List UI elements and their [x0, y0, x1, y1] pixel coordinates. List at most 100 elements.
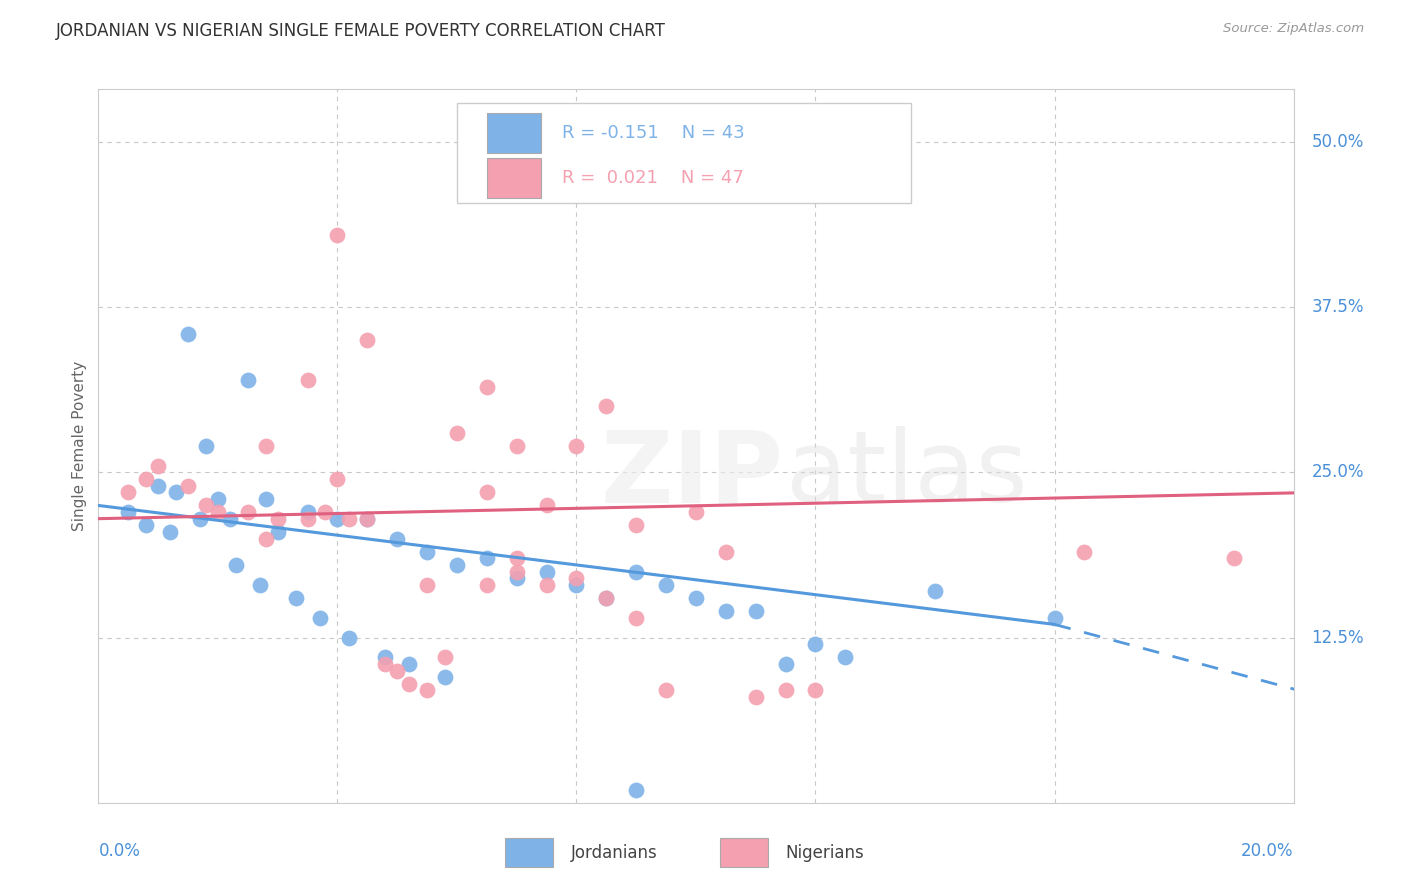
Point: [374, 650, 396, 665]
Point: [536, 565, 558, 579]
Point: [339, 631, 360, 645]
Text: Nigerians: Nigerians: [786, 844, 865, 862]
Point: [745, 690, 768, 704]
Point: [624, 518, 647, 533]
Point: [475, 485, 498, 500]
Point: [655, 683, 678, 698]
Text: 50.0%: 50.0%: [1312, 133, 1364, 151]
Point: [804, 637, 827, 651]
Point: [148, 478, 170, 492]
Point: [177, 478, 200, 492]
Point: [254, 439, 277, 453]
FancyBboxPatch shape: [720, 838, 768, 867]
Point: [165, 485, 187, 500]
Point: [207, 505, 229, 519]
Point: [249, 578, 271, 592]
Point: [267, 524, 290, 539]
Point: [1043, 611, 1066, 625]
Point: [315, 505, 337, 519]
Point: [475, 578, 498, 592]
Point: [326, 227, 349, 242]
Point: [356, 511, 378, 525]
Point: [326, 472, 349, 486]
Point: [506, 571, 529, 585]
Point: [595, 591, 617, 605]
Text: 20.0%: 20.0%: [1241, 842, 1294, 860]
Point: [565, 439, 588, 453]
Point: [685, 591, 707, 605]
Point: [595, 400, 617, 414]
FancyBboxPatch shape: [505, 838, 553, 867]
Point: [685, 505, 707, 519]
Text: 12.5%: 12.5%: [1312, 629, 1364, 647]
Point: [117, 485, 139, 500]
Point: [236, 505, 259, 519]
Text: ZIP: ZIP: [600, 426, 783, 523]
Point: [225, 558, 247, 572]
Text: 25.0%: 25.0%: [1312, 464, 1364, 482]
FancyBboxPatch shape: [457, 103, 911, 203]
Point: [745, 604, 768, 618]
Point: [434, 650, 457, 665]
Point: [326, 511, 349, 525]
Point: [207, 491, 229, 506]
Point: [565, 578, 588, 592]
Point: [924, 584, 946, 599]
Point: [536, 578, 558, 592]
Point: [135, 472, 157, 486]
Text: Jordanians: Jordanians: [571, 844, 657, 862]
Point: [506, 565, 529, 579]
Point: [804, 683, 827, 698]
Text: R =  0.021    N = 47: R = 0.021 N = 47: [562, 169, 744, 186]
Point: [398, 677, 420, 691]
Point: [1223, 551, 1246, 566]
FancyBboxPatch shape: [486, 159, 540, 198]
Point: [188, 511, 211, 525]
Text: Source: ZipAtlas.com: Source: ZipAtlas.com: [1223, 22, 1364, 36]
Point: [339, 511, 360, 525]
Point: [624, 565, 647, 579]
Point: [1073, 545, 1095, 559]
FancyBboxPatch shape: [486, 113, 540, 153]
Point: [297, 373, 319, 387]
Point: [385, 664, 409, 678]
Point: [219, 511, 242, 525]
Point: [536, 499, 558, 513]
Point: [356, 511, 378, 525]
Point: [117, 505, 139, 519]
Point: [398, 657, 420, 671]
Point: [385, 532, 409, 546]
Point: [254, 532, 277, 546]
Point: [506, 551, 529, 566]
Point: [284, 591, 307, 605]
Point: [254, 491, 277, 506]
Point: [159, 524, 181, 539]
Point: [297, 505, 319, 519]
Point: [308, 611, 330, 625]
Text: JORDANIAN VS NIGERIAN SINGLE FEMALE POVERTY CORRELATION CHART: JORDANIAN VS NIGERIAN SINGLE FEMALE POVE…: [56, 22, 666, 40]
Point: [446, 425, 468, 440]
Point: [135, 518, 157, 533]
Y-axis label: Single Female Poverty: Single Female Poverty: [72, 361, 87, 531]
Point: [446, 558, 468, 572]
Point: [595, 591, 617, 605]
Point: [194, 499, 218, 513]
Point: [297, 511, 319, 525]
Text: 0.0%: 0.0%: [98, 842, 141, 860]
Point: [194, 439, 218, 453]
Text: 37.5%: 37.5%: [1312, 298, 1364, 317]
Point: [356, 333, 378, 347]
Point: [775, 683, 797, 698]
Point: [434, 670, 457, 684]
Point: [506, 439, 529, 453]
Point: [655, 578, 678, 592]
Point: [475, 379, 498, 393]
Text: R = -0.151    N = 43: R = -0.151 N = 43: [562, 124, 745, 142]
Point: [624, 611, 647, 625]
Point: [416, 683, 439, 698]
Point: [148, 458, 170, 473]
Point: [267, 511, 290, 525]
Point: [565, 571, 588, 585]
Point: [714, 545, 737, 559]
Point: [236, 373, 259, 387]
